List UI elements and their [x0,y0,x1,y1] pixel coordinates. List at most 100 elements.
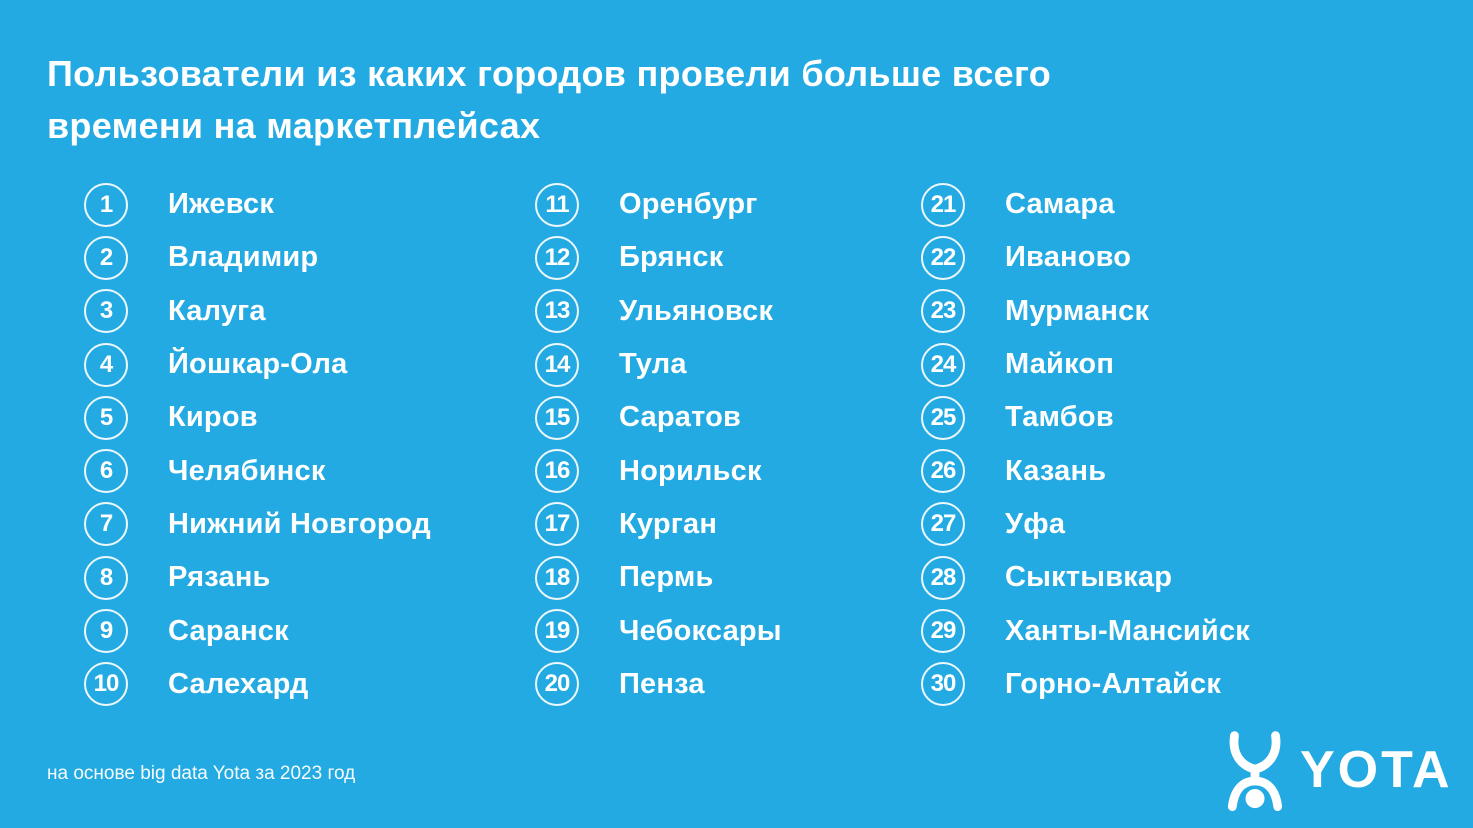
rank-badge: 28 [921,555,965,600]
rank-badge: 6 [84,449,128,494]
rank-badge: 30 [921,662,965,707]
city-label: Самара [1005,188,1115,221]
list-item: 28 Сыктывкар [921,551,1250,604]
list-item: 30 Горно-Алтайск [921,658,1250,711]
list-item: 26 Казань [921,444,1250,497]
list-item: 20 Пенза [535,658,782,711]
rank-badge: 29 [921,609,965,654]
city-label: Ханты-Мансийск [1005,614,1250,647]
ranking-column-1: 1 Ижевск 2 Владимир 3 Калуга 4 Йошкар-Ола 5 Киров… [84,178,431,711]
city-label: Рязань [168,561,271,594]
list-item: 13 Ульяновск [535,285,782,338]
rank-badge: 24 [921,342,965,387]
yota-logo: YOTA [1222,729,1453,811]
city-label: Сыктывкар [1005,561,1173,594]
list-item: 21 Самара [921,178,1250,231]
rank-badge: 13 [535,289,579,334]
page-title: Пользователи из каких городов провели бо… [47,48,1267,152]
list-item: 6 Челябинск [84,444,431,497]
city-label: Йошкар-Ола [168,348,348,381]
list-item: 29 Ханты-Мансийск [921,604,1250,657]
yota-figure-icon [1227,731,1283,811]
yota-wordmark: YOTA [1300,741,1453,799]
city-label: Майкоп [1005,348,1115,381]
city-label: Пенза [619,667,705,700]
rank-badge: 7 [84,502,128,547]
list-item: 5 Киров [84,391,431,444]
city-label: Тула [619,348,687,381]
rank-badge: 14 [535,342,579,387]
ranking-column-2: 11 Оренбург 12 Брянск 13 Ульяновск 14 Тула 15 Сар… [535,178,782,711]
rank-badge: 2 [84,235,128,280]
city-label: Иваново [1005,241,1132,274]
city-label: Чебоксары [619,614,782,647]
rank-badge: 21 [921,182,965,227]
city-label: Горно-Алтайск [1005,667,1222,700]
list-item: 27 Уфа [921,498,1250,551]
list-item: 18 Пермь [535,551,782,604]
rank-badge: 27 [921,502,965,547]
city-label: Нижний Новгород [168,507,431,540]
city-label: Ульяновск [619,294,774,327]
rank-badge: 3 [84,289,128,334]
list-item: 22 Иваново [921,231,1250,284]
list-item: 24 Майкоп [921,338,1250,391]
list-item: 23 Мурманск [921,285,1250,338]
rank-badge: 12 [535,235,579,280]
list-item: 2 Владимир [84,231,431,284]
rank-badge: 18 [535,555,579,600]
rank-badge: 23 [921,289,965,334]
page-title-line2: времени на маркетплейсах [47,105,541,146]
city-label: Пермь [619,561,714,594]
rank-badge: 10 [84,662,128,707]
city-label: Брянск [619,241,724,274]
city-label: Норильск [619,454,762,487]
rank-badge: 8 [84,555,128,600]
list-item: 7 Нижний Новгород [84,498,431,551]
rank-badge: 25 [921,395,965,440]
list-item: 25 Тамбов [921,391,1250,444]
city-label: Саранск [168,614,289,647]
city-label: Калуга [168,294,266,327]
rank-badge: 1 [84,182,128,227]
rank-badge: 9 [84,609,128,654]
list-item: 4 Йошкар-Ола [84,338,431,391]
source-footnote: на основе big data Yota за 2023 год [47,763,356,784]
city-label: Оренбург [619,188,758,221]
rank-badge: 4 [84,342,128,387]
rank-badge: 19 [535,609,579,654]
city-label: Салехард [168,667,309,700]
rank-badge: 26 [921,449,965,494]
list-item: 3 Калуга [84,285,431,338]
list-item: 11 Оренбург [535,178,782,231]
city-label: Казань [1005,454,1107,487]
list-item: 19 Чебоксары [535,604,782,657]
city-label: Киров [168,401,258,434]
list-item: 16 Норильск [535,444,782,497]
list-item: 12 Брянск [535,231,782,284]
rank-badge: 17 [535,502,579,547]
city-label: Уфа [1005,507,1066,540]
rank-badge: 16 [535,449,579,494]
list-item: 10 Салехард [84,658,431,711]
page-title-line1: Пользователи из каких городов провели бо… [47,53,1052,94]
city-label: Саратов [619,401,742,434]
list-item: 9 Саранск [84,604,431,657]
list-item: 8 Рязань [84,551,431,604]
rank-badge: 20 [535,662,579,707]
list-item: 17 Курган [535,498,782,551]
city-label: Тамбов [1005,401,1114,434]
rank-badge: 5 [84,395,128,440]
rank-badge: 15 [535,395,579,440]
list-item: 1 Ижевск [84,178,431,231]
rank-badge: 11 [535,182,579,227]
city-label: Курган [619,507,718,540]
city-label: Владимир [168,241,319,274]
city-label: Челябинск [168,454,326,487]
list-item: 15 Саратов [535,391,782,444]
city-label: Мурманск [1005,294,1150,327]
city-label: Ижевск [168,188,275,221]
ranking-column-3: 21 Самара 22 Иваново 23 Мурманск 24 Майкоп 25 Там… [921,178,1250,711]
rank-badge: 22 [921,235,965,280]
